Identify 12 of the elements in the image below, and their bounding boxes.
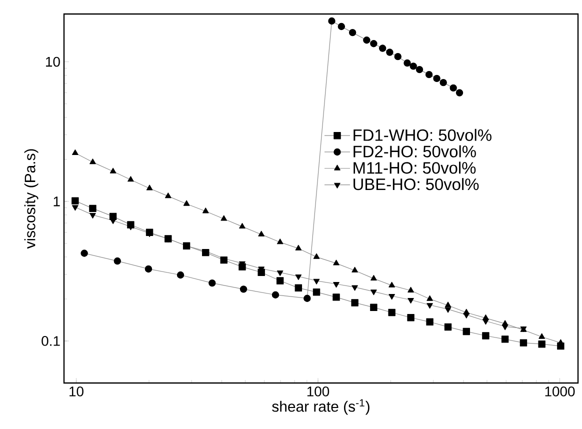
x-tick-label: 100 — [307, 386, 330, 396]
legend-label: M11-HO: 50vol% — [354, 162, 476, 174]
x-tick-label: 10 — [70, 386, 84, 396]
x-axis-title: shear rate (s$^{-1}$) — [272, 399, 370, 415]
y-axis-title: viscosity (Pa.s) — [24, 149, 38, 249]
legend-label: FD1-WHO: 50vol% — [354, 128, 492, 141]
legend-label: UBE-HO: 50vol% — [354, 178, 479, 190]
y-tick-label: 1 — [54, 196, 60, 206]
legend-label: FD2-HO: 50vol% — [354, 145, 476, 158]
y-tick-label: 10 — [46, 56, 60, 67]
x-tick-label: 1000 — [545, 386, 575, 396]
y-tick-label: 0.1 — [42, 336, 60, 346]
